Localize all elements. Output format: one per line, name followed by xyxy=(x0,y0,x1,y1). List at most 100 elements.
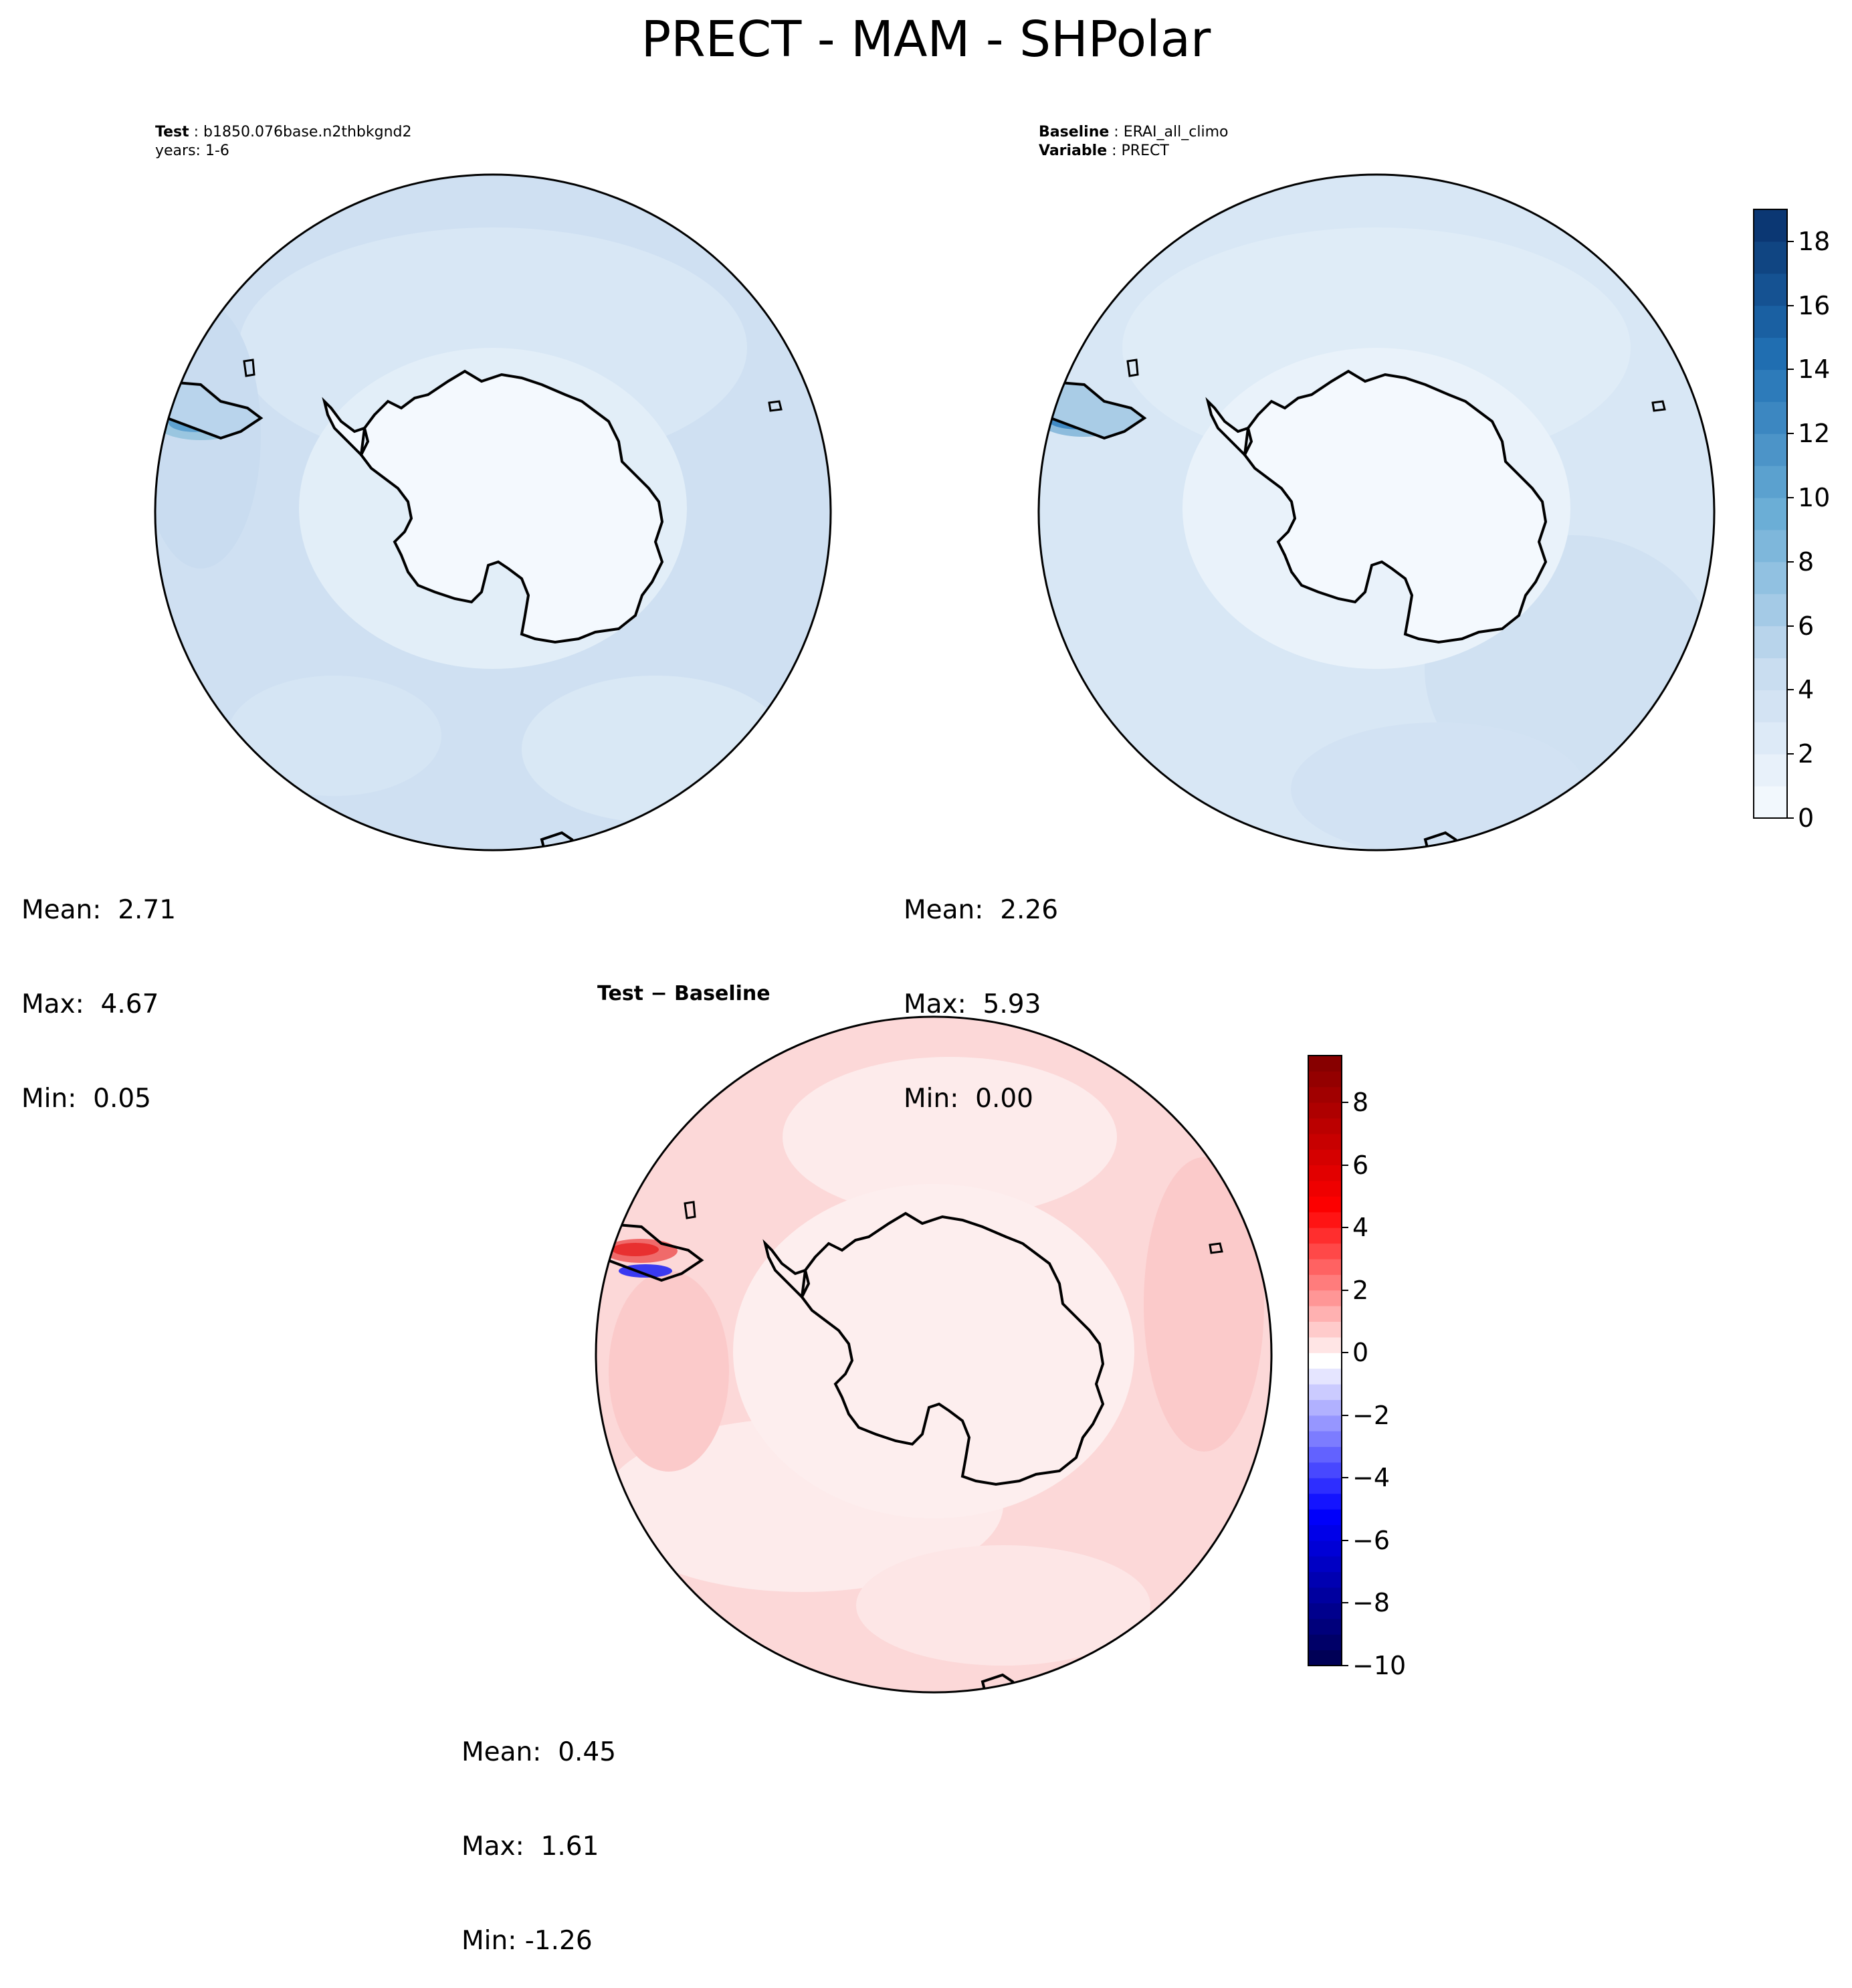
cb1-segment xyxy=(1754,561,1787,595)
test-case-name: b1850.076base.n2thbkgnd2 xyxy=(203,124,412,140)
test-map xyxy=(154,173,832,852)
colorbar-tick-mark xyxy=(1342,1289,1348,1291)
cb1-segment xyxy=(1754,754,1787,787)
cb2-segment xyxy=(1308,1650,1342,1666)
test-stats: Mean: 2.71 Max: 4.67 Min: 0.05 xyxy=(21,831,176,1146)
colorbar-tick-label: 8 xyxy=(1798,546,1815,577)
colorbar-tick-mark xyxy=(1342,1227,1348,1229)
cb2-segment xyxy=(1308,1196,1342,1213)
colorbar-tick-label: 14 xyxy=(1798,355,1831,385)
cb1-segment xyxy=(1754,209,1787,242)
cb2-segment xyxy=(1308,1431,1342,1448)
cb2-segment xyxy=(1308,1524,1342,1541)
cb1-segment xyxy=(1754,401,1787,434)
cb2-segment xyxy=(1308,1509,1342,1526)
cb2-segment xyxy=(1308,1462,1342,1478)
colorbar-tick-label: −10 xyxy=(1352,1651,1407,1680)
diff-max: Max: 1.61 xyxy=(461,1831,599,1862)
cb1-segment xyxy=(1754,593,1787,627)
colorbar-tick-label: 10 xyxy=(1798,483,1831,513)
colorbar-tick-mark xyxy=(1342,1352,1348,1354)
variable-name: PRECT xyxy=(1121,142,1169,159)
cb2-segment xyxy=(1308,1571,1342,1588)
cb2-segment xyxy=(1308,1211,1342,1228)
colorbar-tick-mark xyxy=(1787,433,1794,435)
baseline-header: Baseline : ERAI_all_climo Variable : PRE… xyxy=(1039,124,1229,159)
colorbar-tick-label: 4 xyxy=(1352,1213,1369,1243)
colorbar-tick-mark xyxy=(1787,817,1794,819)
cb2-segment xyxy=(1308,1118,1342,1134)
cb2-segment xyxy=(1308,1478,1342,1494)
cb1-segment xyxy=(1754,786,1787,819)
diff-colorbar xyxy=(1308,1055,1342,1666)
cb2-segment xyxy=(1308,1306,1342,1322)
baseline-map xyxy=(1037,173,1716,852)
test-max: Max: 4.67 xyxy=(21,989,159,1019)
cb2-segment xyxy=(1308,1618,1342,1635)
colorbar-tick-label: −2 xyxy=(1352,1400,1391,1430)
diff-stats: Mean: 0.45 Max: 1.61 Min: -1.26 xyxy=(461,1674,616,1988)
colorbar-tick-label: 2 xyxy=(1798,739,1815,769)
cb2-segment xyxy=(1308,1243,1342,1260)
cb2-segment xyxy=(1308,1556,1342,1573)
baseline-label: Baseline xyxy=(1039,124,1110,140)
colorbar-tick-mark xyxy=(1342,1602,1348,1604)
colorbar-tick-mark xyxy=(1787,240,1794,242)
cb2-segment xyxy=(1308,1227,1342,1244)
diff-mean: Mean: 0.45 xyxy=(461,1737,617,1767)
colorbar-tick-mark xyxy=(1787,304,1794,306)
colorbar-tick-mark xyxy=(1787,369,1794,371)
cb2-segment xyxy=(1308,1446,1342,1463)
cb1-frame xyxy=(1753,209,1788,819)
diff-min: Min: -1.26 xyxy=(461,1926,593,1956)
cb1-segment xyxy=(1754,241,1787,274)
baseline-case-name: ERAI_all_climo xyxy=(1123,124,1229,140)
cb2-segment xyxy=(1308,1274,1342,1291)
cb1-segment xyxy=(1754,658,1787,690)
cb2-segment xyxy=(1308,1353,1342,1369)
cb1-segment xyxy=(1754,722,1787,755)
colorbar-tick-mark xyxy=(1342,1665,1348,1666)
colorbar-tick-mark xyxy=(1342,1539,1348,1541)
cb2-segment xyxy=(1308,1540,1342,1557)
colorbar-tick-mark xyxy=(1342,1477,1348,1479)
cb1-segment xyxy=(1754,466,1787,498)
colorbar-tick-mark xyxy=(1787,497,1794,499)
colorbar-tick-label: 12 xyxy=(1798,419,1831,449)
colorbar-tick-label: 2 xyxy=(1352,1275,1369,1305)
colorbar-tick-label: 6 xyxy=(1798,611,1815,641)
cb2-frame xyxy=(1308,1055,1342,1666)
colorbar-tick-label: −8 xyxy=(1352,1588,1391,1618)
colorbar-tick-mark xyxy=(1342,1414,1348,1416)
cb1-segment xyxy=(1754,625,1787,659)
colorbar-tick-label: −6 xyxy=(1352,1525,1391,1555)
cb2-segment xyxy=(1308,1165,1342,1181)
cb2-segment xyxy=(1308,1493,1342,1510)
cb2-segment xyxy=(1308,1056,1342,1072)
cb2-segment xyxy=(1308,1336,1342,1353)
cb2-segment xyxy=(1308,1321,1342,1338)
colorbar-tick-label: −4 xyxy=(1352,1463,1391,1493)
cb1-segment xyxy=(1754,305,1787,338)
cb2-segment xyxy=(1308,1071,1342,1088)
cb2-segment xyxy=(1308,1259,1342,1275)
baseline-stats: Mean: 2.26 Max: 5.93 Min: 0.00 xyxy=(904,831,1058,1146)
cb2-segment xyxy=(1308,1181,1342,1197)
colorbar-tick-label: 0 xyxy=(1352,1338,1369,1368)
colorbar-tick-label: 6 xyxy=(1352,1150,1369,1180)
cb2-segment xyxy=(1308,1384,1342,1400)
cb2-segment xyxy=(1308,1102,1342,1119)
cb2-segment xyxy=(1308,1086,1342,1103)
colorbar-tick-label: 0 xyxy=(1798,803,1815,833)
baseline-mean: Mean: 2.26 xyxy=(904,895,1059,925)
cb2-segment xyxy=(1308,1368,1342,1385)
test-min: Min: 0.05 xyxy=(21,1084,151,1114)
cb1-segment xyxy=(1754,337,1787,370)
cb2-segment xyxy=(1308,1290,1342,1306)
cb2-segment xyxy=(1308,1603,1342,1619)
test-label: Test xyxy=(155,124,189,140)
colorbar-tick-mark xyxy=(1787,561,1794,563)
colorbar-tick-label: 4 xyxy=(1798,675,1815,705)
test-years: years: 1-6 xyxy=(155,142,229,159)
cb2-segment xyxy=(1308,1149,1342,1166)
